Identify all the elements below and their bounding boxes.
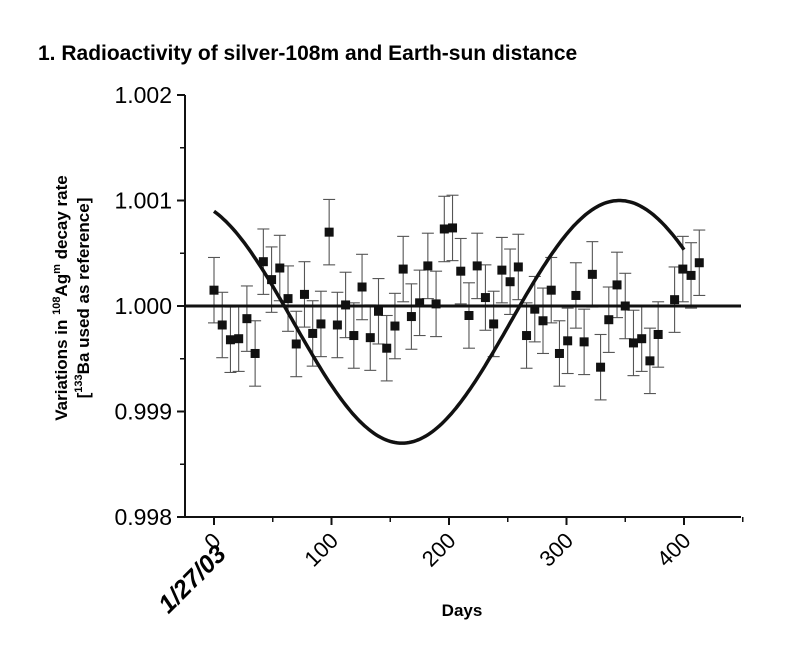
x-tick-label: 200: [417, 528, 461, 572]
data-point: [332, 320, 342, 330]
data-point: [571, 290, 581, 300]
data-point: [489, 319, 499, 329]
data-point: [324, 227, 334, 237]
data-point: [217, 320, 227, 330]
y-label-line2-prefix: [: [74, 392, 93, 398]
y-label-line2-suffix: Ba used as reference]: [74, 198, 93, 375]
data-point: [423, 261, 433, 271]
data-point: [579, 337, 589, 347]
y-tick-label: 1.002: [114, 82, 172, 108]
y-tick-label: 1.001: [114, 188, 172, 214]
data-point: [283, 294, 293, 304]
data-point: [406, 312, 416, 322]
x-tick-label: 400: [652, 528, 696, 572]
data-point: [620, 301, 630, 311]
data-point: [538, 316, 548, 326]
data-point: [316, 319, 326, 329]
data-point: [439, 224, 449, 234]
data-point: [653, 329, 663, 339]
y-tick-label: 1.000: [114, 293, 172, 319]
data-points: [209, 223, 704, 372]
data-point: [686, 270, 696, 280]
data-point: [431, 299, 441, 309]
data-point: [415, 298, 425, 308]
data-point: [612, 280, 622, 290]
data-point: [250, 348, 260, 358]
data-point: [563, 336, 573, 346]
y-label-line1-suffix: decay rate: [52, 175, 71, 264]
data-point: [497, 265, 507, 275]
data-point: [637, 334, 647, 344]
data-point: [209, 285, 219, 295]
data-point: [382, 343, 392, 353]
data-point: [678, 264, 688, 274]
data-point: [291, 339, 301, 349]
data-point: [670, 295, 680, 305]
y-axis-label: Variations in 108Agm decay rate [133Ba u…: [51, 175, 93, 420]
data-point: [546, 285, 556, 295]
data-point: [275, 263, 285, 273]
data-point: [308, 328, 318, 338]
data-point: [398, 264, 408, 274]
svg-text:[133Ba used as reference]: [133Ba used as reference]: [73, 198, 93, 399]
data-point: [596, 362, 606, 372]
y-tick-label: 0.999: [114, 399, 172, 425]
y-label-sup3: 133: [73, 374, 85, 392]
y-label-line1-prefix: Variations in: [52, 315, 71, 421]
data-point: [242, 314, 252, 324]
data-point: [258, 257, 268, 267]
data-point: [480, 293, 490, 303]
x-axis-label: Days: [442, 601, 483, 620]
data-point: [225, 335, 235, 345]
y-label-element: Ag: [52, 274, 71, 297]
data-point: [604, 315, 614, 325]
data-point: [628, 338, 638, 348]
data-point: [357, 282, 367, 292]
data-point: [299, 289, 309, 299]
data-point: [390, 321, 400, 331]
y-label-sup2: m: [51, 264, 63, 274]
x-tick-label: 100: [299, 528, 343, 572]
chart-title: 1. Radioactivity of silver-108m and Eart…: [38, 42, 577, 65]
data-point: [374, 306, 383, 316]
data-point: [530, 304, 540, 314]
data-point: [505, 277, 515, 287]
data-point: [694, 258, 704, 268]
earth-sun-distance-curve: [212, 198, 686, 445]
data-point: [349, 331, 359, 341]
data-point: [554, 348, 564, 358]
data-point: [341, 300, 351, 310]
data-point: [587, 269, 597, 279]
start-date-label: 1/27/03: [153, 540, 232, 619]
data-point: [448, 223, 458, 233]
data-point: [513, 262, 523, 272]
data-point: [456, 266, 466, 276]
y-label-sup1: 108: [51, 297, 63, 315]
y-tick-label: 0.998: [114, 504, 172, 530]
svg-text:Variations in 108Agm decay rat: Variations in 108Agm decay rate: [51, 175, 71, 420]
data-point: [365, 333, 375, 343]
data-point: [267, 275, 277, 285]
x-tick-label: 300: [534, 528, 578, 572]
data-point: [522, 331, 532, 341]
data-point: [645, 356, 655, 366]
data-point: [464, 310, 474, 320]
data-point: [234, 334, 244, 344]
data-point: [472, 261, 482, 271]
